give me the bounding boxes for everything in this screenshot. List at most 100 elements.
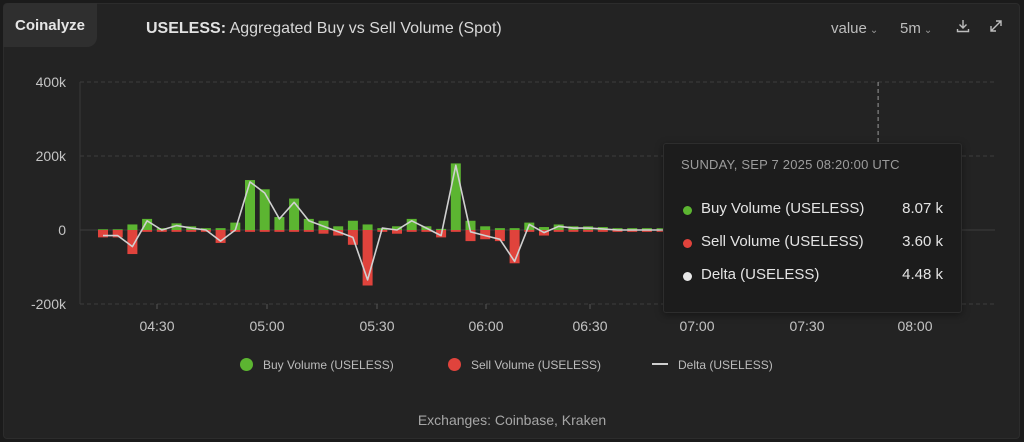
tooltip-value: 3.60 k <box>902 233 943 250</box>
sell-bar <box>215 230 226 243</box>
buy-bar <box>318 220 329 230</box>
legend-item-delta[interactable]: Delta (USELESS) <box>652 358 773 372</box>
sell-bar <box>583 230 594 232</box>
sell-bar <box>127 230 138 255</box>
chevron-down-icon: ⌄ <box>869 25 879 36</box>
sell-bar <box>156 230 167 232</box>
delta-line-icon <box>652 363 668 365</box>
x-tick-label: 06:00 <box>468 318 503 334</box>
sell-bar <box>465 230 476 242</box>
sell-dot-icon <box>683 239 692 248</box>
buy-bar <box>347 220 358 230</box>
y-tick-label: 400k <box>36 74 67 90</box>
tooltip: SUNDAY, SEP 7 2025 08:20:00 UTC Buy Volu… <box>663 143 962 313</box>
buy-bar <box>171 223 182 230</box>
sell-bar <box>627 230 638 232</box>
legend-label: Delta (USELESS) <box>678 358 773 372</box>
sell-bar <box>509 230 520 264</box>
tooltip-row-buy: Buy Volume (USELESS) 8.07 k <box>681 200 943 220</box>
buy-bar <box>465 220 476 230</box>
x-tick-label: 04:30 <box>139 318 174 334</box>
buy-bar <box>127 224 138 230</box>
buy-bar <box>200 228 211 230</box>
sell-bar <box>421 230 432 232</box>
brand-logo[interactable]: Coinalyze <box>3 3 97 47</box>
sell-bar <box>98 230 108 238</box>
x-axis: 04:30 05:00 05:30 06:00 06:30 07:00 07:30 08:00 <box>139 304 933 334</box>
sell-bar <box>186 230 197 232</box>
x-tick-label: 06:30 <box>572 318 607 334</box>
sell-bar <box>656 230 667 232</box>
buy-bar <box>641 228 652 230</box>
sell-bar <box>553 230 564 232</box>
sell-bar <box>568 230 579 232</box>
sell-bar <box>524 230 535 232</box>
sell-bar <box>450 230 461 232</box>
sell-bar <box>142 230 153 232</box>
sell-bar <box>406 230 417 232</box>
tooltip-row-delta: Delta (USELESS) 4.48 k <box>681 266 943 286</box>
buy-dot-icon <box>683 206 692 215</box>
download-icon[interactable] <box>955 18 973 36</box>
buy-bar <box>509 228 520 230</box>
legend-item-sell[interactable]: Sell Volume (USELESS) <box>448 358 601 372</box>
value-dropdown-label: value <box>831 20 867 37</box>
sell-bar <box>362 230 373 286</box>
sell-dot-icon <box>448 358 461 371</box>
sell-bar <box>641 230 652 232</box>
buy-dot-icon <box>240 358 253 371</box>
chart-title: USELESS: Aggregated Buy vs Sell Volume (… <box>146 20 502 38</box>
interval-dropdown-label: 5m <box>900 20 921 37</box>
buy-bar <box>553 224 564 230</box>
buy-bar <box>245 180 255 230</box>
buy-bar <box>656 228 667 230</box>
chevron-down-icon: ⌄ <box>923 25 933 36</box>
sell-bar <box>333 230 344 236</box>
legend-label: Sell Volume (USELESS) <box>471 358 602 372</box>
buy-bar <box>289 198 300 230</box>
expand-icon[interactable] <box>988 18 1006 36</box>
sell-bar <box>597 230 608 232</box>
sell-bar <box>303 230 314 232</box>
tooltip-label: Delta (USELESS) <box>701 266 820 283</box>
buy-bar <box>274 217 285 230</box>
x-tick-label: 07:00 <box>679 318 714 334</box>
legend: Buy Volume (USELESS) Sell Volume (USELES… <box>0 358 1024 378</box>
legend-item-buy[interactable]: Buy Volume (USELESS) <box>240 358 394 372</box>
y-tick-label: 0 <box>58 222 66 238</box>
sell-bar <box>112 230 123 238</box>
buy-bar <box>259 189 270 230</box>
tooltip-datetime: SUNDAY, SEP 7 2025 08:20:00 UTC <box>681 157 900 172</box>
buy-bar <box>142 218 153 230</box>
sell-bar <box>171 230 182 232</box>
x-tick-label: 08:00 <box>897 318 932 334</box>
tooltip-row-sell: Sell Volume (USELESS) 3.60 k <box>681 233 943 253</box>
buy-bar <box>303 218 314 230</box>
y-axis: 400k 200k 0 -200k <box>31 74 67 312</box>
buy-bar <box>627 228 638 230</box>
buy-bar <box>333 226 344 230</box>
x-tick-label: 07:30 <box>789 318 824 334</box>
tooltip-label: Buy Volume (USELESS) <box>701 200 865 217</box>
sell-bar <box>259 230 270 232</box>
buy-bar <box>112 229 123 230</box>
tooltip-value: 8.07 k <box>902 200 943 217</box>
sell-bar <box>612 230 623 232</box>
buy-bar <box>539 227 549 230</box>
buy-bar <box>612 228 623 230</box>
interval-dropdown[interactable]: 5m ⌄ <box>900 20 932 37</box>
tooltip-value: 4.48 k <box>902 266 943 283</box>
symbol-label: USELESS: <box>146 20 227 37</box>
sell-bar <box>245 230 255 232</box>
y-tick-label: -200k <box>31 296 67 312</box>
buy-bar <box>98 229 108 230</box>
delta-dot-icon <box>683 272 692 281</box>
buy-bar <box>215 228 226 230</box>
value-dropdown[interactable]: value ⌄ <box>831 20 878 37</box>
buy-bar <box>230 222 241 230</box>
sell-bar <box>289 230 300 232</box>
buy-bar <box>494 228 505 230</box>
tooltip-label: Sell Volume (USELESS) <box>701 233 864 250</box>
legend-label: Buy Volume (USELESS) <box>263 358 394 372</box>
sell-bar <box>480 230 491 240</box>
